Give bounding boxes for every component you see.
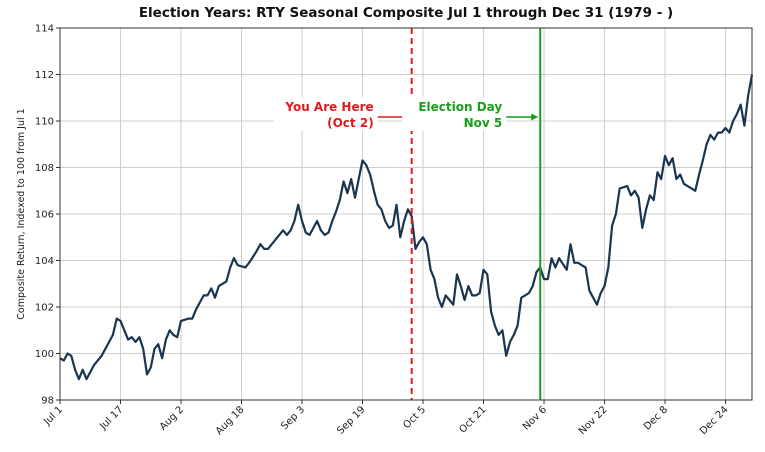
chart-title: Election Years: RTY Seasonal Composite J…: [139, 5, 673, 21]
y-tick-label: 106: [35, 210, 54, 221]
annotation: (Oct 2): [327, 116, 374, 130]
y-tick-label: 104: [35, 256, 54, 267]
annotation: You Are Here: [284, 100, 373, 114]
y-axis-label: Composite Return, Indexed to 100 from Ju…: [16, 108, 27, 319]
x-tick-label: Sep 19: [335, 404, 367, 436]
annotation: Nov 5: [464, 116, 503, 130]
y-tick-label: 102: [35, 303, 54, 314]
x-tick-label: Oct 21: [457, 404, 488, 435]
y-tick-label: 114: [35, 24, 54, 35]
annotation-box: [273, 97, 378, 131]
x-tick-label: Sep 3: [279, 404, 307, 432]
x-tick-label: Aug 2: [158, 404, 186, 432]
y-tick-label: 112: [35, 70, 54, 81]
annotation-box: [402, 97, 507, 131]
y-tick-label: 108: [35, 163, 54, 174]
x-tick-label: Oct 5: [401, 404, 428, 431]
x-tick-label: Nov 6: [521, 404, 549, 432]
x-tick-label: Dec 24: [698, 404, 731, 437]
data-line: [59, 74, 754, 381]
x-tick-label: Dec 8: [642, 404, 670, 432]
y-tick-label: 98: [41, 396, 54, 407]
y-tick-label: 100: [35, 349, 54, 360]
y-tick-label: 110: [35, 117, 54, 128]
plot-frame: [59, 27, 753, 401]
x-tick-label: Jul 17: [97, 404, 125, 432]
x-tick-label: Jul 1: [41, 404, 65, 428]
x-tick-label: Nov 22: [577, 404, 610, 437]
x-tick-label: Aug 18: [214, 404, 247, 437]
annotation: Election Day: [418, 100, 502, 114]
annotation-arrowhead: [531, 113, 539, 121]
